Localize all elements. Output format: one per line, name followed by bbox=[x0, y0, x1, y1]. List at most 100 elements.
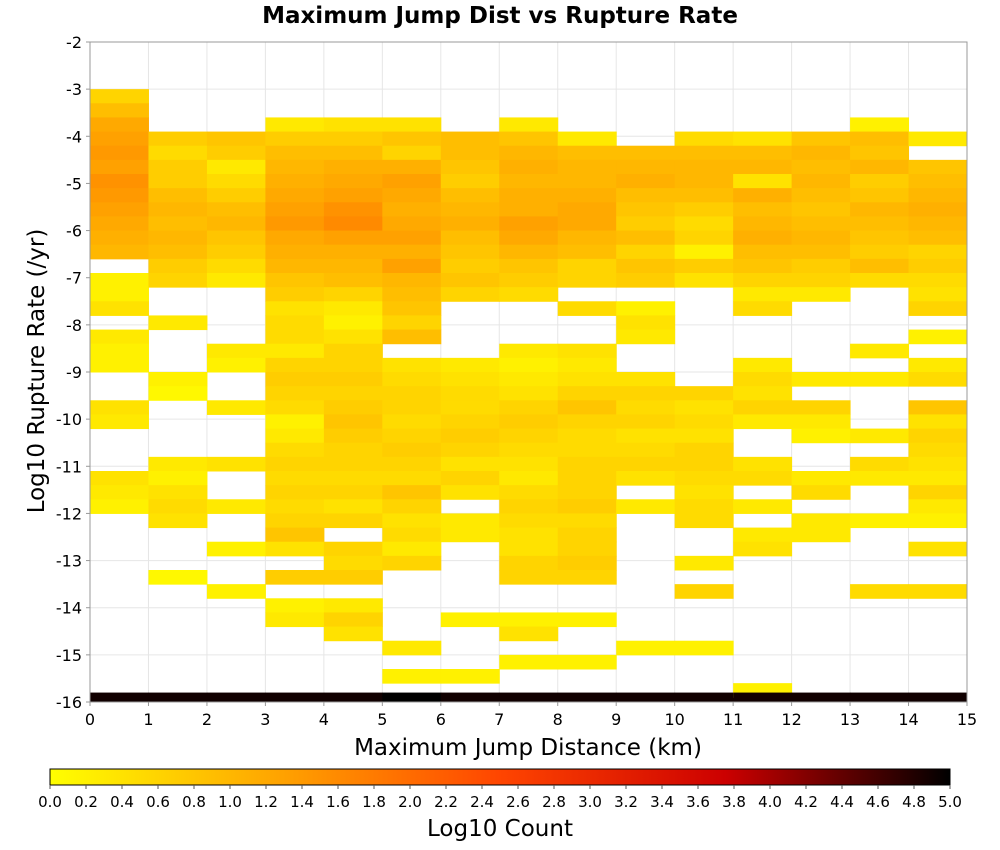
colorbar-tick-label: 3.0 bbox=[578, 793, 602, 811]
heatmap-cell bbox=[382, 414, 442, 430]
heatmap-cell bbox=[265, 244, 325, 260]
heatmap-cell bbox=[616, 230, 676, 246]
heatmap-cell bbox=[674, 188, 734, 203]
heatmap-cell bbox=[382, 145, 442, 161]
heatmap-cells bbox=[90, 89, 968, 703]
y-tick-label: -13 bbox=[56, 552, 82, 571]
heatmap-cell bbox=[499, 612, 559, 628]
heatmap-cell bbox=[616, 159, 676, 175]
heatmap-cell bbox=[323, 541, 383, 557]
heatmap-cell bbox=[674, 216, 734, 232]
heatmap-cell bbox=[850, 428, 910, 444]
heatmap-cell bbox=[323, 499, 383, 514]
heatmap-cell bbox=[90, 159, 149, 175]
heatmap-cell bbox=[323, 414, 383, 430]
heatmap-cell bbox=[499, 202, 559, 217]
heatmap-cell bbox=[850, 584, 910, 599]
x-tick-label: 15 bbox=[957, 710, 977, 729]
heatmap-cell bbox=[557, 357, 617, 373]
heatmap-cell bbox=[206, 216, 266, 232]
heatmap-cell bbox=[265, 117, 325, 133]
heatmap-cell bbox=[557, 159, 617, 175]
heatmap-cell bbox=[674, 414, 734, 430]
heatmap-cell bbox=[791, 527, 851, 543]
heatmap-cell bbox=[557, 230, 617, 246]
colorbar-tick-label: 1.8 bbox=[362, 793, 386, 811]
heatmap-cell bbox=[908, 202, 968, 217]
heatmap-cell bbox=[557, 555, 617, 571]
heatmap-cell bbox=[616, 692, 676, 703]
x-tick-label: 1 bbox=[143, 710, 153, 729]
heatmap-cell bbox=[733, 202, 793, 217]
heatmap-cell bbox=[733, 287, 793, 302]
heatmap-cell bbox=[557, 372, 617, 387]
heatmap-cell bbox=[616, 428, 676, 444]
heatmap-cell bbox=[148, 570, 208, 585]
heatmap-cell bbox=[440, 692, 500, 703]
heatmap-cell bbox=[440, 273, 500, 288]
heatmap-cell bbox=[265, 414, 325, 430]
heatmap-cell bbox=[499, 485, 559, 500]
heatmap-cell bbox=[733, 400, 793, 415]
heatmap-cell bbox=[850, 456, 910, 472]
heatmap-cell bbox=[908, 329, 968, 345]
heatmap-cell bbox=[206, 273, 266, 288]
heatmap-cell bbox=[557, 612, 617, 628]
heatmap-cell bbox=[908, 216, 968, 232]
heatmap-cell bbox=[733, 273, 793, 288]
heatmap-cell bbox=[382, 692, 442, 703]
heatmap-cell bbox=[499, 216, 559, 232]
heatmap-cell bbox=[323, 145, 383, 161]
heatmap-cell bbox=[148, 244, 208, 260]
heatmap-cell bbox=[148, 145, 208, 161]
heatmap-cell bbox=[265, 329, 325, 345]
x-axis-label: Maximum Jump Distance (km) bbox=[354, 735, 702, 761]
heatmap-cell bbox=[90, 89, 149, 104]
heatmap-cell bbox=[733, 131, 793, 147]
heatmap-cell bbox=[90, 329, 149, 345]
heatmap-cell bbox=[265, 442, 325, 458]
heatmap-cell bbox=[90, 273, 149, 288]
colorbar-tick-label: 3.6 bbox=[686, 793, 710, 811]
heatmap-cell bbox=[733, 456, 793, 472]
heatmap-cell bbox=[616, 442, 676, 458]
heatmap-cell bbox=[616, 145, 676, 161]
heatmap-cell bbox=[908, 414, 968, 430]
heatmap-cell bbox=[90, 174, 149, 189]
heatmap-cell bbox=[148, 315, 208, 331]
heatmap-cell bbox=[382, 400, 442, 415]
heatmap-cell bbox=[733, 216, 793, 232]
heatmap-cell bbox=[616, 174, 676, 189]
heatmap-cell bbox=[733, 692, 793, 703]
x-tick-label: 10 bbox=[664, 710, 684, 729]
heatmap-cell bbox=[323, 372, 383, 387]
heatmap-cell bbox=[908, 357, 968, 373]
heatmap-cell bbox=[557, 301, 617, 316]
x-tick-label: 12 bbox=[781, 710, 801, 729]
colorbar-tick-label: 3.8 bbox=[722, 793, 746, 811]
heatmap-cell bbox=[791, 216, 851, 232]
heatmap-cell bbox=[499, 244, 559, 260]
heatmap-cell bbox=[674, 131, 734, 147]
heatmap-cell bbox=[791, 400, 851, 415]
heatmap-cell bbox=[323, 174, 383, 189]
x-tick-label: 14 bbox=[898, 710, 918, 729]
heatmap-cell bbox=[499, 273, 559, 288]
heatmap-cell bbox=[265, 273, 325, 288]
heatmap-cell bbox=[440, 414, 500, 430]
colorbar-tick-label: 1.0 bbox=[218, 793, 242, 811]
heatmap-cell bbox=[791, 202, 851, 217]
heatmap-cell bbox=[791, 159, 851, 175]
heatmap-cell bbox=[265, 527, 325, 543]
heatmap-cell bbox=[499, 258, 559, 274]
heatmap-cell bbox=[265, 258, 325, 274]
heatmap-cell bbox=[206, 230, 266, 246]
heatmap-cell bbox=[557, 145, 617, 161]
heatmap-cell bbox=[850, 258, 910, 274]
heatmap-cell bbox=[148, 174, 208, 189]
heatmap-cell bbox=[382, 499, 442, 514]
y-tick-label: -3 bbox=[66, 80, 82, 99]
x-tick-label: 4 bbox=[319, 710, 329, 729]
heatmap-cell bbox=[733, 174, 793, 189]
heatmap-cell bbox=[440, 400, 500, 415]
